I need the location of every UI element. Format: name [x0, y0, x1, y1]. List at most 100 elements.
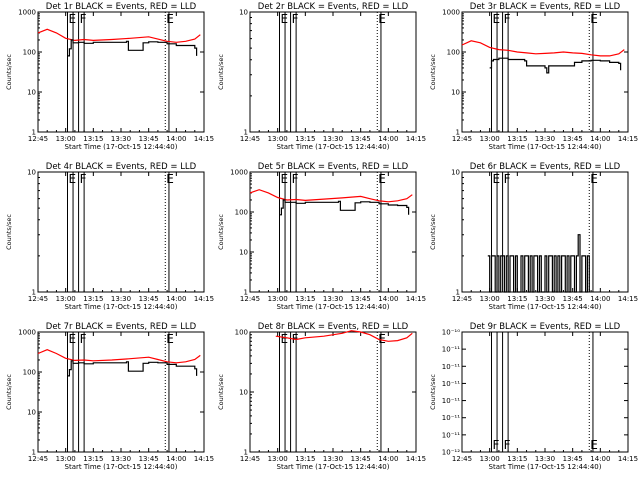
y-tick-label: 1 — [244, 289, 248, 297]
x-tick-label: 13:15 — [507, 135, 527, 143]
y-axis-label: Counts/sec — [217, 374, 225, 410]
plot-frame — [37, 331, 205, 453]
x-axis-label: Start Time (17-Oct-15 12:44:40) — [65, 143, 178, 151]
x-tick-label: 13:00 — [480, 295, 500, 303]
event-marker: E — [281, 332, 289, 346]
event-marker: E — [493, 172, 501, 186]
y-tick-label: 10 — [239, 9, 248, 17]
x-tick-label: 13:30 — [323, 135, 343, 143]
plot-frame — [249, 171, 417, 293]
x-tick-label: 14:15 — [194, 455, 214, 463]
x-tick-label: 13:45 — [139, 295, 159, 303]
detector-panel-9: Det 9r BLACK = Events, RED = LLD 12:45 13:… — [429, 322, 638, 471]
lld-series-line — [461, 40, 625, 57]
event-marker: E — [590, 12, 598, 26]
x-tick-label: 12:45 — [452, 135, 472, 143]
x-tick-label: 13:30 — [535, 135, 555, 143]
event-marker: E — [166, 12, 174, 26]
x-tick-label: 13:45 — [563, 455, 583, 463]
event-marker: E — [166, 332, 174, 346]
detector-panel-2: Det 2r BLACK = Events, RED = LLD 12:45 13:… — [217, 2, 426, 151]
y-axis-label: Counts/sec — [429, 214, 437, 250]
event-marker: E — [590, 172, 598, 186]
y-tick-label: 1000 — [18, 9, 36, 17]
event-marker: F — [80, 12, 87, 26]
event-marker: E — [281, 172, 289, 186]
x-tick-label: 14:00 — [378, 295, 398, 303]
x-tick-label: 13:15 — [295, 135, 315, 143]
x-tick-label: 13:15 — [83, 455, 103, 463]
x-tick-label: 13:00 — [480, 135, 500, 143]
x-tick-label: 12:45 — [28, 135, 48, 143]
detector-panel-4: Det 4r BLACK = Events, RED = LLD 12:45 13:… — [5, 162, 214, 311]
y-tick-label: 1 — [32, 129, 36, 137]
x-tick-label: 14:00 — [166, 455, 186, 463]
y-axis-label: Counts/sec — [5, 214, 13, 250]
event-marker: E — [166, 172, 174, 186]
x-tick-label: 14:00 — [378, 135, 398, 143]
x-tick-label: 13:00 — [268, 455, 288, 463]
x-tick-label: 14:15 — [618, 295, 638, 303]
x-tick-label: 13:00 — [480, 455, 500, 463]
y-tick-label: 10⁻¹² — [442, 449, 460, 457]
panel-title: Det 7r BLACK = Events, RED = LLD — [46, 322, 197, 332]
event-marker: F — [292, 12, 299, 26]
x-axis-label: Start Time (17-Oct-15 12:44:40) — [65, 303, 178, 311]
y-tick-label: 1 — [32, 289, 36, 297]
detector-panel-7: Det 7r BLACK = Events, RED = LLD 12:45 13:… — [5, 322, 214, 471]
y-tick-label: 100 — [235, 329, 248, 337]
events-series-line — [279, 199, 410, 216]
events-series-line — [67, 39, 198, 57]
x-tick-label: 13:00 — [268, 295, 288, 303]
panel-title: Det 1r BLACK = Events, RED = LLD — [46, 2, 197, 12]
event-marker: F — [504, 12, 511, 26]
panel-title: Det 3r BLACK = Events, RED = LLD — [470, 2, 621, 12]
y-tick-label: 10 — [451, 89, 460, 97]
panel-title: Det 5r BLACK = Events, RED = LLD — [258, 162, 409, 172]
y-tick-label: 10 — [27, 169, 36, 177]
event-marker: F — [504, 438, 511, 452]
x-tick-label: 14:15 — [194, 135, 214, 143]
x-tick-label: 13:30 — [323, 455, 343, 463]
x-tick-label: 13:30 — [111, 455, 131, 463]
y-tick-label: 1000 — [18, 329, 36, 337]
x-tick-label: 14:00 — [378, 455, 398, 463]
y-tick-label: 10⁻¹¹ — [442, 414, 460, 422]
x-axis-label: Start Time (17-Oct-15 12:44:40) — [489, 463, 602, 471]
x-axis-label: Start Time (17-Oct-15 12:44:40) — [277, 303, 390, 311]
y-tick-label: 10 — [451, 169, 460, 177]
x-tick-label: 13:30 — [535, 295, 555, 303]
x-tick-label: 14:15 — [406, 455, 426, 463]
event-marker: F — [80, 332, 87, 346]
event-marker: E — [378, 172, 386, 186]
x-tick-label: 13:45 — [139, 135, 159, 143]
y-axis-label: Counts/sec — [217, 214, 225, 250]
plot-frame — [37, 11, 205, 133]
x-tick-label: 13:15 — [295, 295, 315, 303]
x-tick-label: 14:15 — [406, 295, 426, 303]
detector-panel-3: Det 3r BLACK = Events, RED = LLD 12:45 13:… — [429, 2, 638, 151]
detector-panel-6: Det 6r BLACK = Events, RED = LLD 12:45 13:… — [429, 162, 638, 311]
y-tick-label: 1 — [244, 449, 248, 457]
y-tick-label: 10⁻¹¹ — [442, 397, 460, 405]
x-tick-label: 12:45 — [240, 455, 260, 463]
event-marker: F — [80, 172, 87, 186]
x-axis-label: Start Time (17-Oct-15 12:44:40) — [65, 463, 178, 471]
events-series-line — [489, 57, 622, 74]
x-tick-label: 13:30 — [323, 295, 343, 303]
x-tick-label: 14:15 — [618, 455, 638, 463]
lld-series-line — [249, 189, 413, 203]
event-marker: F — [292, 172, 299, 186]
x-tick-label: 13:15 — [83, 295, 103, 303]
y-tick-label: 10 — [239, 249, 248, 257]
event-marker: E — [69, 172, 77, 186]
plot-frame — [249, 11, 417, 133]
event-marker: E — [69, 12, 77, 26]
y-axis-label: Counts/sec — [429, 54, 437, 90]
y-tick-label: 1 — [456, 289, 460, 297]
x-tick-label: 12:45 — [452, 455, 472, 463]
plot-frame — [461, 331, 629, 453]
x-tick-label: 13:45 — [563, 295, 583, 303]
x-tick-label: 13:00 — [268, 135, 288, 143]
